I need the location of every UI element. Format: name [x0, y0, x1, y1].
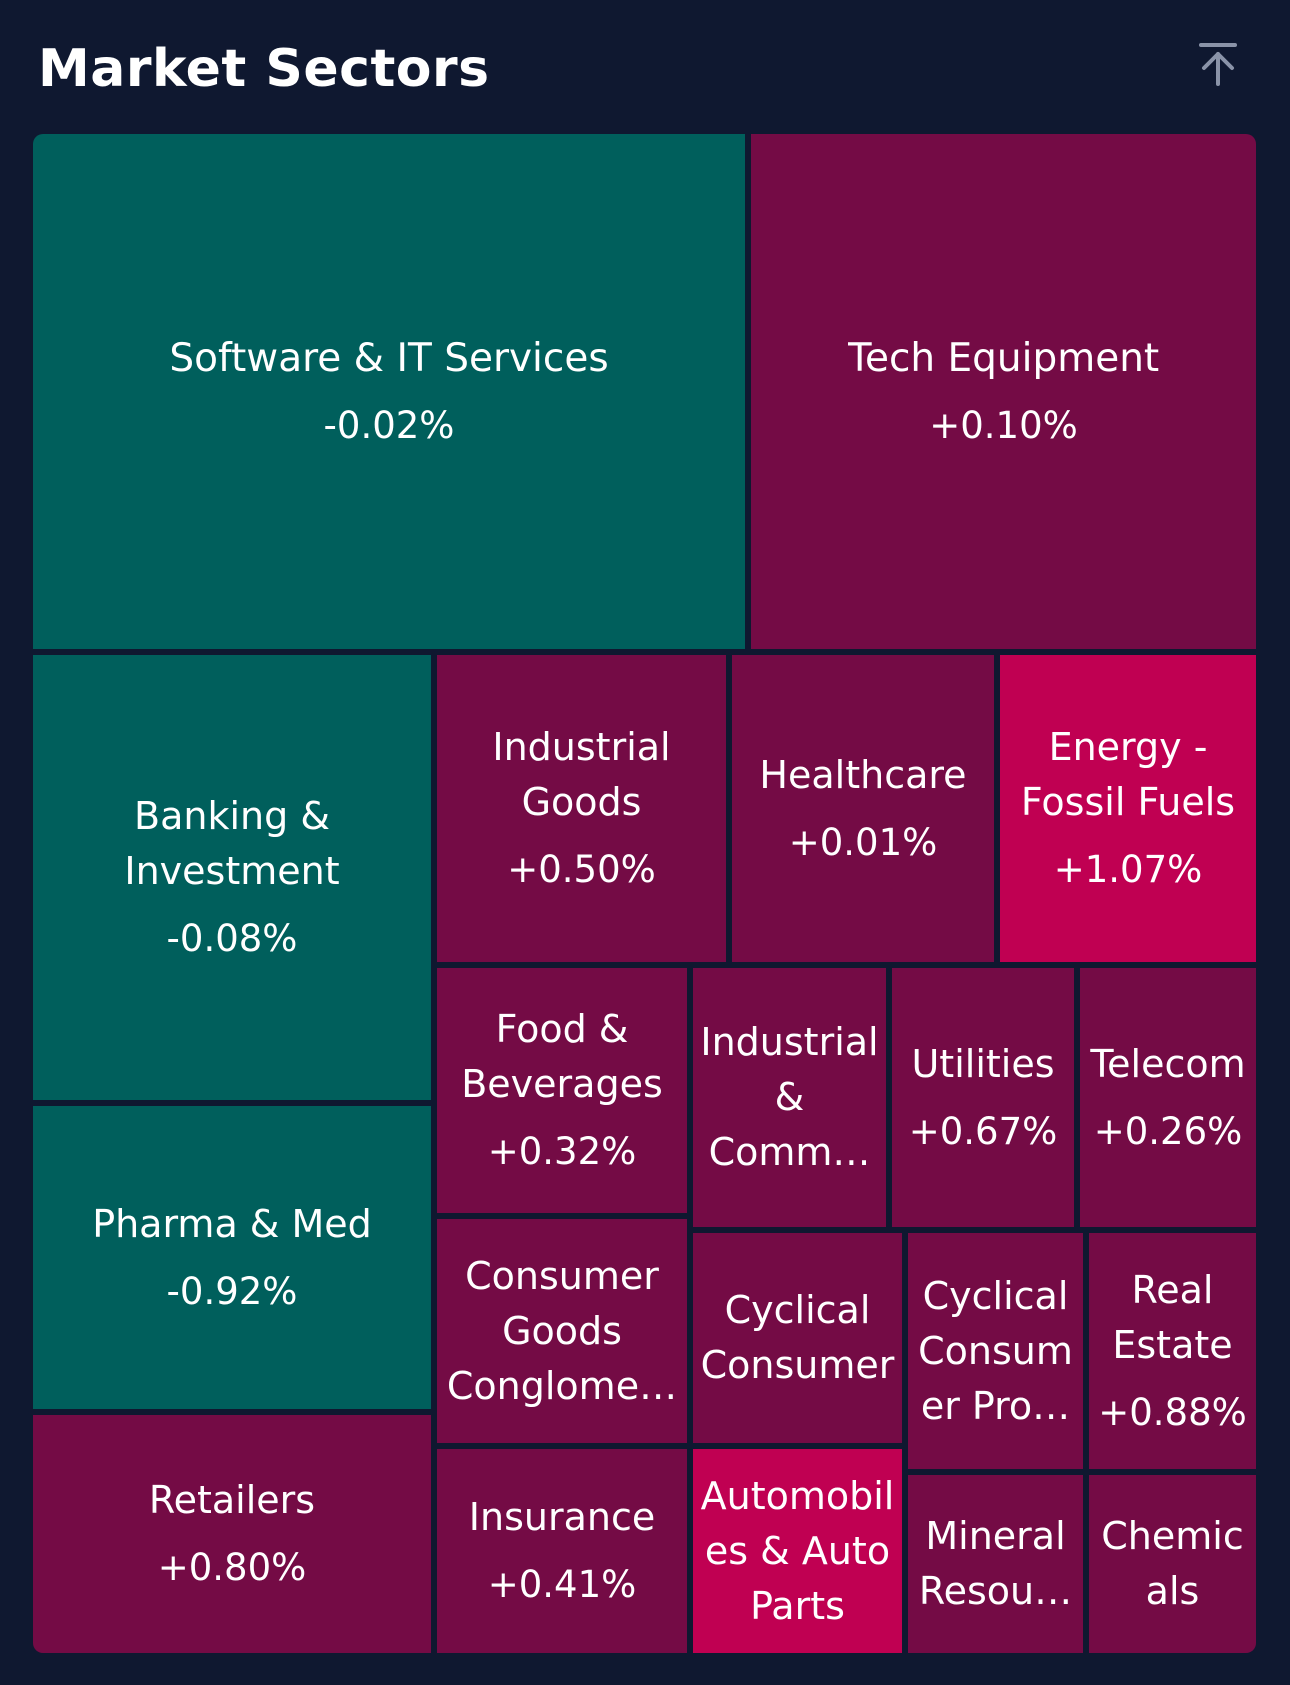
sector-name: Tech Equipment	[847, 335, 1160, 381]
sector-tile-industrial-comm[interactable]: Industrial & Comm…	[693, 968, 886, 1227]
sector-tile-chemic-als[interactable]: Chemic als	[1089, 1475, 1256, 1653]
sector-tile-utilities[interactable]: Utilities +0.67%	[892, 968, 1074, 1227]
sector-change: +0.41%	[487, 1563, 637, 1606]
sector-name: Retailers	[148, 1478, 316, 1522]
sector-tile-consumer-goods-conglome[interactable]: Consumer Goods Conglome…	[437, 1219, 687, 1443]
sector-change: -0.08%	[166, 917, 298, 960]
sector-name: Industrial Goods	[492, 725, 671, 824]
sector-name: Real Estate	[1112, 1267, 1233, 1367]
sector-name: Food & Beverages	[461, 1007, 663, 1106]
sector-name: Cyclical Consum er Pro…	[918, 1273, 1073, 1428]
sector-name: Software & IT Services	[169, 335, 609, 381]
sector-name: Mineral Resou…	[918, 1514, 1073, 1613]
sector-name: Cyclical Consumer	[700, 1288, 895, 1387]
sector-tile-cyclical-consumer[interactable]: Cyclical Consumer	[693, 1233, 902, 1443]
sector-tile-telecom[interactable]: Telecom +0.26%	[1080, 968, 1256, 1227]
sector-tile-industrial-goods[interactable]: Industrial Goods +0.50%	[437, 655, 726, 962]
sector-tile-real-estate[interactable]: Real Estate +0.88%	[1089, 1233, 1256, 1469]
sector-name: Pharma & Med	[92, 1201, 372, 1246]
sector-change: +0.26%	[1093, 1109, 1243, 1153]
sector-treemap: Software & IT Services -0.02% Tech Equipme…	[33, 134, 1256, 1653]
sector-change: +0.67%	[908, 1109, 1058, 1153]
sector-tile-food-beverages[interactable]: Food & Beverages +0.32%	[437, 968, 687, 1213]
page-title: Market Sectors	[38, 39, 490, 99]
sector-tile-healthcare[interactable]: Healthcare +0.01%	[732, 655, 994, 962]
sector-change: +0.80%	[157, 1546, 307, 1589]
sector-change: +0.88%	[1098, 1390, 1247, 1434]
sector-name: Energy - Fossil Fuels	[1020, 725, 1236, 824]
sector-name: Industrial & Comm…	[700, 1020, 879, 1174]
sector-tile-cyclical-consum-er-pro[interactable]: Cyclical Consum er Pro…	[908, 1233, 1083, 1469]
sector-tile-retailers[interactable]: Retailers +0.80%	[33, 1415, 431, 1653]
sector-change: -0.02%	[323, 403, 455, 447]
sector-change: +0.32%	[487, 1130, 637, 1173]
sector-name: Telecom	[1090, 1041, 1246, 1086]
sector-tile-insurance[interactable]: Insurance +0.41%	[437, 1449, 687, 1653]
sector-name: Banking & Investment	[124, 794, 340, 893]
sector-name: Utilities	[911, 1041, 1055, 1086]
sector-tile-pharma-med[interactable]: Pharma & Med -0.92%	[33, 1106, 431, 1409]
sector-tile-software-it-services[interactable]: Software & IT Services -0.02%	[33, 134, 745, 649]
sector-change: +0.01%	[788, 820, 938, 864]
sector-tile-automobil-es-auto-parts[interactable]: Automobil es & Auto Parts	[693, 1449, 902, 1653]
sector-name: Consumer Goods Conglome…	[446, 1253, 678, 1408]
sector-name: Chemic als	[1101, 1514, 1244, 1613]
sector-change: +1.07%	[1053, 848, 1203, 891]
collapse-to-top-icon	[1199, 43, 1237, 86]
sector-name: Insurance	[468, 1495, 656, 1539]
sector-change: -0.92%	[166, 1269, 298, 1313]
sector-change: +0.50%	[507, 848, 656, 891]
sector-tile-mineral-resou[interactable]: Mineral Resou…	[908, 1475, 1083, 1653]
sector-tile-banking-investment[interactable]: Banking & Investment -0.08%	[33, 655, 431, 1100]
sector-tile-energy-fossil-fuels[interactable]: Energy - Fossil Fuels +1.07%	[1000, 655, 1256, 962]
sector-change: +0.10%	[929, 403, 1078, 447]
collapse-button[interactable]	[1190, 36, 1246, 92]
sector-name: Healthcare	[759, 752, 967, 797]
sector-tile-tech-equipment[interactable]: Tech Equipment +0.10%	[751, 134, 1256, 649]
sector-name: Automobil es & Auto Parts	[700, 1473, 895, 1628]
